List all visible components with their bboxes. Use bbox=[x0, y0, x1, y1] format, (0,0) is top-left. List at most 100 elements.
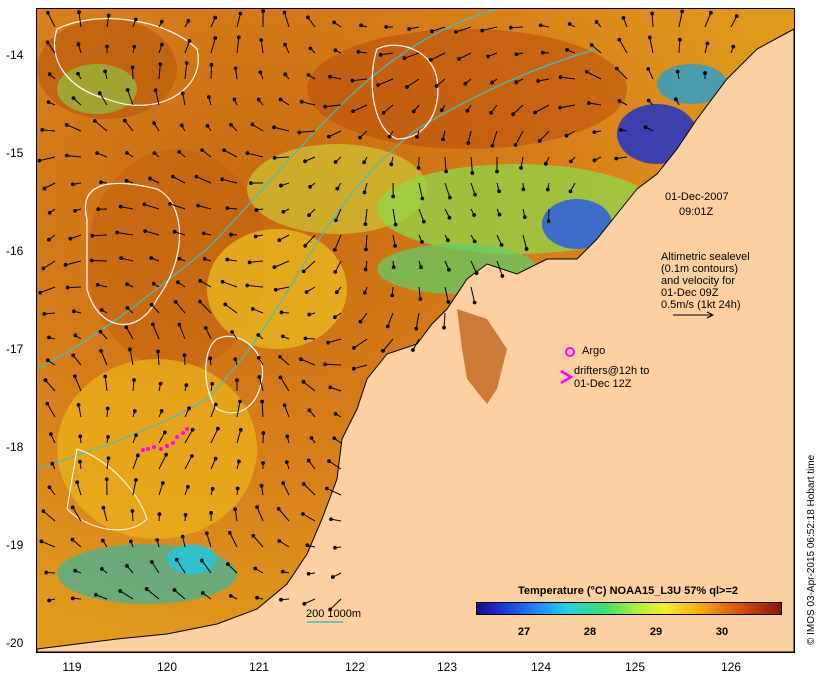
argo-float bbox=[565, 347, 575, 357]
velocity-arrow-head bbox=[538, 23, 543, 28]
velocity-arrow-head bbox=[255, 595, 259, 600]
velocity-arrow bbox=[444, 182, 451, 198]
velocity-arrow-head bbox=[301, 512, 305, 516]
colorbar-tick: 30 bbox=[715, 626, 729, 638]
velocity-arrow-head bbox=[260, 399, 265, 404]
velocity-arrow-head bbox=[245, 151, 250, 156]
velocity-arrow bbox=[299, 130, 316, 133]
velocity-arrow bbox=[247, 152, 264, 158]
velocity-arrow-head bbox=[42, 312, 47, 316]
velocity-arrow-head bbox=[160, 481, 165, 485]
velocity-arrow bbox=[392, 208, 397, 225]
velocity-arrow-head bbox=[647, 35, 652, 40]
velocity-arrow bbox=[224, 304, 238, 314]
velocity-arrow-head bbox=[384, 25, 389, 29]
velocity-arrow bbox=[649, 37, 654, 54]
velocity-arrow-head bbox=[256, 355, 261, 360]
velocity-arrow bbox=[247, 284, 264, 288]
velocity-arrows bbox=[37, 9, 739, 612]
velocity-arrow-head bbox=[328, 385, 333, 390]
velocity-arrow-head bbox=[324, 486, 329, 491]
velocity-arrow bbox=[364, 208, 368, 225]
velocity-arrow-head bbox=[650, 11, 655, 16]
velocity-arrow bbox=[431, 26, 446, 32]
velocity-arrow-head bbox=[416, 166, 421, 170]
velocity-arrow-head bbox=[77, 10, 81, 15]
colorbar-tick: 29 bbox=[649, 626, 663, 638]
velocity-arrow bbox=[730, 15, 738, 28]
velocity-arrow-head bbox=[405, 85, 409, 89]
velocity-arrow bbox=[444, 286, 449, 302]
velocity-arrow-head bbox=[362, 160, 367, 165]
velocity-arrow-head bbox=[326, 134, 331, 139]
velocity-arrow-head bbox=[205, 123, 210, 128]
velocity-arrow-head bbox=[643, 125, 648, 129]
velocity-arrow-head bbox=[279, 597, 283, 602]
velocity-arrow-head bbox=[328, 74, 332, 79]
velocity-arrow bbox=[229, 532, 238, 548]
velocity-arrow bbox=[106, 15, 110, 28]
velocity-arrow-head bbox=[177, 149, 182, 154]
velocity-arrow-head bbox=[210, 487, 215, 491]
altimetry-line: (0.1m contours) bbox=[661, 263, 739, 275]
velocity-arrow bbox=[129, 349, 134, 366]
velocity-arrow-head bbox=[168, 201, 172, 206]
velocity-arrow-head bbox=[185, 484, 190, 489]
velocity-arrow-head bbox=[98, 329, 103, 334]
velocity-arrow-head bbox=[474, 271, 479, 276]
sst-map bbox=[36, 8, 795, 653]
altimetry-line: 0.5m/s (1kt 24h) bbox=[661, 299, 741, 311]
velocity-arrow-head bbox=[118, 589, 123, 593]
velocity-arrow bbox=[210, 37, 216, 54]
velocity-arrow-head bbox=[358, 319, 363, 324]
velocity-arrow-head bbox=[106, 13, 111, 18]
velocity-arrow-head bbox=[279, 183, 283, 188]
velocity-arrow bbox=[44, 182, 56, 189]
velocity-arrow-head bbox=[545, 187, 550, 192]
velocity-arrow bbox=[210, 428, 219, 444]
velocity-arrow-head bbox=[500, 273, 505, 278]
velocity-arrow-head bbox=[306, 571, 311, 576]
velocity-arrow-head bbox=[284, 460, 289, 465]
velocity-arrow-head bbox=[106, 456, 111, 461]
lon-tick: 126 bbox=[720, 660, 742, 674]
velocity-arrow-head bbox=[251, 533, 256, 538]
velocity-arrow-head bbox=[68, 236, 73, 241]
velocity-arrow bbox=[467, 130, 472, 144]
velocity-arrow-head bbox=[184, 61, 189, 66]
velocity-arrow-head bbox=[278, 97, 283, 102]
velocity-arrow-head bbox=[149, 256, 154, 260]
velocity-arrow-head bbox=[198, 279, 203, 283]
velocity-arrow bbox=[418, 208, 425, 222]
velocity-arrow-head bbox=[472, 213, 477, 217]
velocity-arrow-head bbox=[47, 210, 52, 215]
velocity-arrow bbox=[184, 429, 194, 444]
velocity-arrow-head bbox=[705, 41, 710, 46]
velocity-arrow-head bbox=[228, 593, 233, 598]
velocity-arrow-head bbox=[472, 239, 477, 244]
velocity-arrow-head bbox=[119, 256, 124, 260]
velocity-arrow bbox=[175, 301, 186, 314]
velocity-arrow bbox=[144, 203, 160, 210]
velocity-arrow-head bbox=[362, 190, 367, 195]
velocity-arrow bbox=[284, 405, 290, 418]
velocity-arrow-head bbox=[486, 54, 491, 59]
velocity-arrow bbox=[249, 260, 264, 263]
velocity-arrow bbox=[365, 234, 368, 250]
velocity-arrow-head bbox=[78, 434, 83, 439]
velocity-arrow-head bbox=[135, 453, 140, 458]
velocity-arrow-head bbox=[156, 349, 160, 354]
velocity-arrow-head bbox=[329, 517, 333, 522]
velocity-arrow-head bbox=[209, 510, 214, 515]
velocity-arrow-head bbox=[70, 596, 75, 601]
lat-tick: -19 bbox=[6, 538, 24, 552]
velocity-arrow-head bbox=[203, 325, 208, 330]
velocity-arrow-head bbox=[307, 213, 311, 218]
velocity-arrow-head bbox=[103, 69, 108, 74]
velocity-arrow-head bbox=[143, 229, 148, 233]
velocity-arrow-head bbox=[73, 333, 78, 338]
velocity-arrow-head bbox=[73, 208, 77, 213]
lat-tick: -16 bbox=[6, 244, 24, 258]
velocity-arrow-head bbox=[89, 258, 94, 263]
velocity-arrow bbox=[158, 482, 164, 496]
